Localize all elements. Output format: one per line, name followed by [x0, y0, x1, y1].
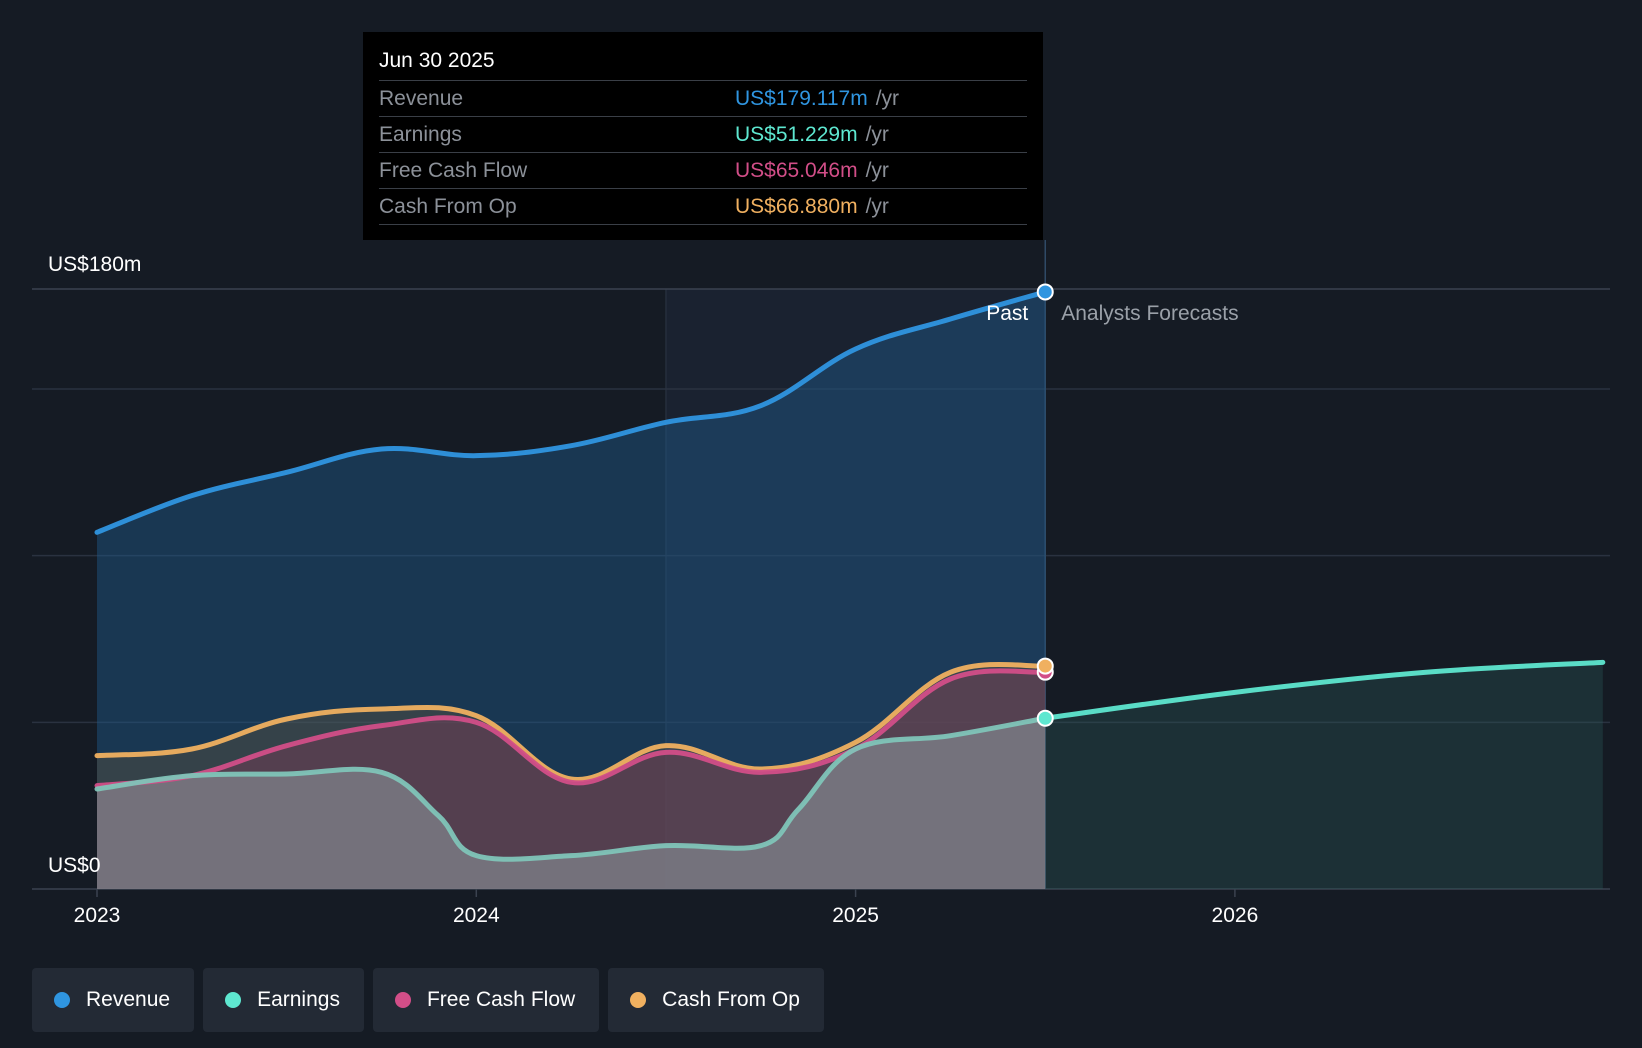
axis-labels: US$180m US$0 2023 2024 2025 2026 Past Analysts … [48, 253, 1258, 927]
tooltip-row-label: Revenue [379, 86, 464, 110]
tooltip-row-value: US$179.117m [735, 86, 868, 110]
tooltip-row-unit: /yr [865, 158, 889, 182]
tooltip-row-value: US$51.229m [735, 122, 858, 146]
tooltip-row: Cash From Op US$66.880m/yr [379, 188, 1027, 225]
legend-label: Revenue [86, 988, 171, 1011]
line-earnings-forecast [1042, 659, 1606, 721]
tooltip-date: Jun 30 2025 [379, 49, 495, 72]
series-areas [97, 291, 1603, 889]
tooltip-row-value: US$66.880m [735, 194, 858, 218]
tooltip-row-value: US$65.046m [735, 158, 858, 182]
tooltip-rows: Revenue US$179.117m/yr Earnings US$51.229m /… [379, 80, 1027, 225]
y-axis-bottom-label: US$0 [48, 854, 101, 877]
line-free-cash-flow [94, 668, 1048, 789]
marker-cash-from-op [1036, 657, 1054, 675]
tooltip-row: Free Cash Flow US$65.046m/yr [379, 152, 1027, 188]
area-earnings-forecast [1045, 662, 1603, 889]
marker-earnings [1036, 709, 1054, 727]
series-lines [94, 289, 1606, 862]
tooltip-row-label: Earnings [379, 122, 462, 146]
legend-dot-icon [394, 992, 411, 1008]
tooltip-row-unit: /yr [865, 194, 889, 218]
tooltip-row: Revenue US$179.117m/yr [379, 80, 1027, 116]
legend-dot-icon [225, 992, 242, 1008]
tooltip-row-unit: /yr [875, 86, 900, 110]
legend-label: Cash From Op [662, 988, 800, 1011]
x-tick-label: 2025 [832, 904, 879, 927]
y-axis-top-label: US$180m [48, 253, 141, 276]
tooltip-row-label: Free Cash Flow [379, 158, 528, 182]
tooltip-row-label: Cash From Op [379, 194, 517, 218]
forecast-label: Analysts Forecasts [1061, 302, 1238, 325]
line-earnings [94, 715, 1048, 862]
legend-item-cash-from-op[interactable]: Cash From Op [608, 968, 824, 1032]
past-label: Past [986, 302, 1028, 325]
legend-label: Free Cash Flow [426, 988, 576, 1011]
legend-item-free-cash-flow[interactable]: Free Cash Flow [372, 968, 600, 1032]
area-revenue [97, 291, 1046, 889]
series-markers [1036, 283, 1054, 727]
line-cash-from-op [94, 661, 1048, 782]
legend-dot-icon [54, 992, 70, 1008]
tooltip: Jun 30 2025 Revenue US$179.117m/yr Earning… [363, 32, 1043, 240]
marker-revenue [1036, 283, 1054, 301]
tooltip-row: Earnings US$51.229m/yr [379, 116, 1027, 152]
x-tick-label: 2024 [453, 904, 500, 927]
x-tick-label: 2026 [1212, 904, 1259, 927]
legend-dot-icon [630, 992, 647, 1008]
legend-item-earnings[interactable]: Earnings [203, 968, 364, 1032]
x-tick-label: 2023 [74, 904, 121, 927]
line-revenue [94, 289, 1048, 535]
area-earnings [97, 718, 1046, 889]
legend-label: Earnings [257, 988, 340, 1011]
tooltip-row-unit: /yr [865, 122, 889, 146]
legend: Revenue Earnings Free Cash Flow Cash From O… [32, 968, 824, 1032]
legend-item-revenue[interactable]: Revenue [32, 968, 195, 1032]
